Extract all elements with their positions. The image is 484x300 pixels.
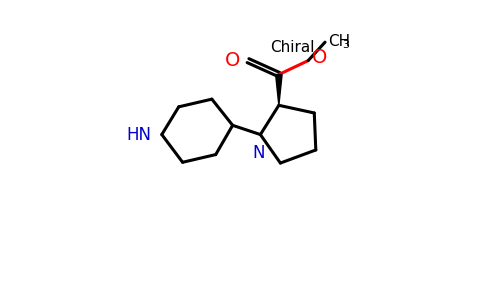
- Text: Chiral: Chiral: [271, 40, 315, 55]
- Text: O: O: [312, 48, 327, 67]
- Text: 3: 3: [342, 40, 349, 50]
- Text: HN: HN: [126, 126, 151, 144]
- Polygon shape: [275, 74, 282, 105]
- Text: N: N: [253, 144, 265, 162]
- Text: CH: CH: [328, 34, 350, 49]
- Text: O: O: [225, 51, 241, 70]
